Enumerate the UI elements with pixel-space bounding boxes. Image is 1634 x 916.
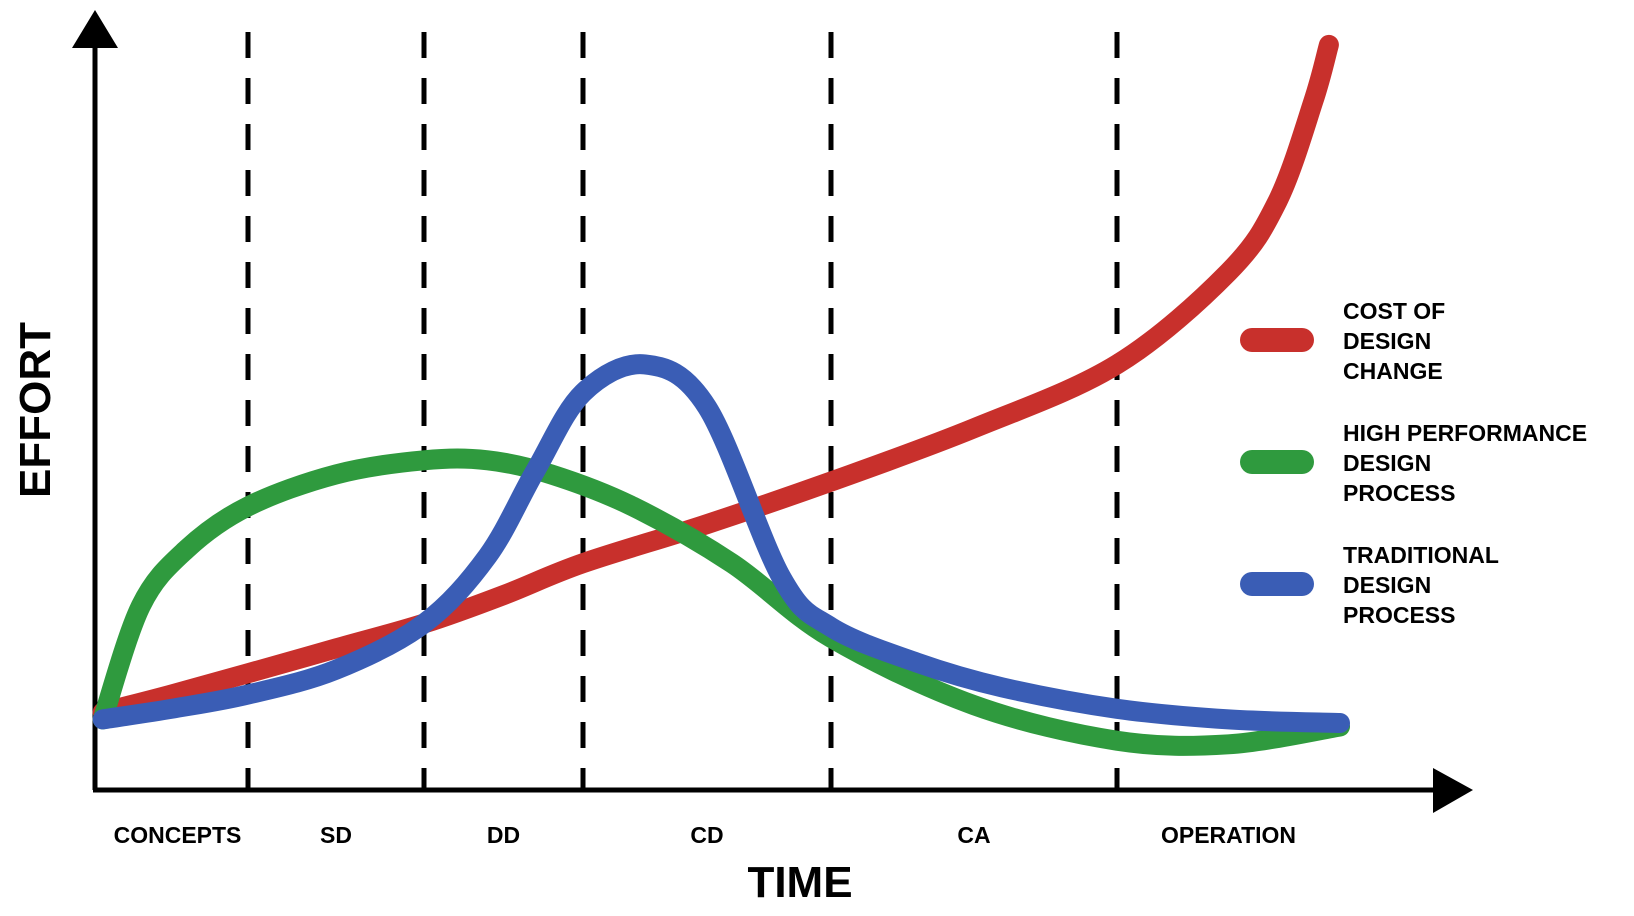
phase-label-ca: CA <box>957 822 990 848</box>
legend-item-3: TRADITIONAL DESIGN PROCESS <box>1240 542 1499 628</box>
legend-label-line: DESIGN <box>1343 572 1431 598</box>
high-performance-design-process-line <box>92 448 1350 756</box>
series-lines <box>92 34 1350 756</box>
legend-label-line: HIGH PERFORMANCE <box>1343 420 1587 446</box>
traditional-design-process-line <box>92 354 1350 733</box>
legend-label-line: PROCESS <box>1343 602 1455 628</box>
cost-of-design-change-line <box>92 34 1339 723</box>
phase-label-sd: SD <box>320 822 352 848</box>
y-axis-title: EFFORT <box>11 322 60 498</box>
legend-item-1: COST OF DESIGN CHANGE <box>1240 298 1445 384</box>
y-axis-arrowhead <box>72 10 118 48</box>
legend-item-2: HIGH PERFORMANCE DESIGN PROCESS <box>1240 420 1587 506</box>
legend-label-line: PROCESS <box>1343 480 1455 506</box>
phase-label-concepts: CONCEPTS <box>114 822 242 848</box>
legend-label-line: DESIGN <box>1343 328 1431 354</box>
legend-label-line: DESIGN <box>1343 450 1431 476</box>
axes <box>72 10 1473 813</box>
x-axis-title: TIME <box>747 858 852 907</box>
legend-label-line: CHANGE <box>1343 358 1443 384</box>
legend: COST OF DESIGN CHANGE HIGH PERFORMANCE DESIG… <box>1240 298 1587 628</box>
x-axis-arrowhead <box>1433 768 1473 813</box>
legend-label-line: TRADITIONAL <box>1343 542 1499 568</box>
phase-label-operation: OPERATION <box>1161 822 1296 848</box>
legend-label-line: COST OF <box>1343 298 1445 324</box>
legend-label: TRADITIONAL DESIGN PROCESS <box>1343 542 1499 628</box>
phase-label-dd: DD <box>487 822 520 848</box>
legend-label: HIGH PERFORMANCE DESIGN PROCESS <box>1343 420 1587 506</box>
legend-label: COST OF DESIGN CHANGE <box>1343 298 1445 384</box>
phase-labels: CONCEPTS SD DD CD CA OPERATION <box>114 822 1296 848</box>
phase-dividers <box>245 32 1120 788</box>
phase-label-cd: CD <box>690 822 723 848</box>
